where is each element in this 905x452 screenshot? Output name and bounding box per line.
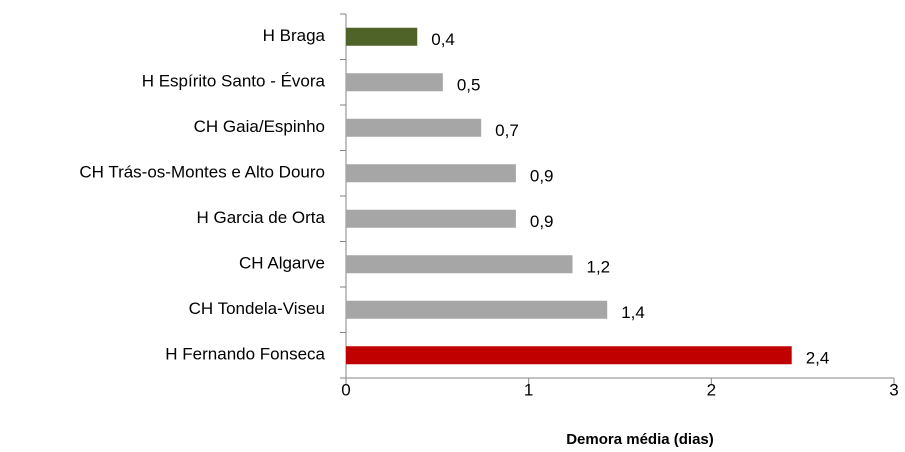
value-label: 0,9 — [530, 212, 554, 231]
x-axis-label: Demora média (dias) — [566, 431, 714, 448]
value-label: 0,9 — [530, 167, 554, 186]
value-label: 1,4 — [621, 303, 645, 322]
y-tick-label: H Fernando Fonseca — [165, 345, 325, 364]
value-label: 2,4 — [806, 349, 830, 368]
bar — [346, 118, 482, 137]
bar — [346, 73, 443, 92]
bar — [346, 164, 516, 183]
y-tick-label: H Braga — [263, 26, 326, 45]
y-tick-label: CH Trás-os-Montes e Alto Douro — [79, 163, 325, 182]
x-tick-label: 2 — [707, 380, 716, 399]
y-tick-label: CH Tondela-Viseu — [189, 299, 325, 318]
bar — [346, 255, 573, 274]
bar — [346, 27, 418, 46]
bar — [346, 300, 608, 319]
value-label: 0,4 — [431, 30, 455, 49]
y-tick-label: H Espírito Santo - Évora — [142, 72, 326, 91]
value-label: 0,7 — [495, 121, 519, 140]
value-label: 1,2 — [587, 258, 611, 277]
x-tick-label: 3 — [889, 380, 898, 399]
bar — [346, 209, 516, 228]
bar — [346, 346, 792, 365]
x-tick-label: 0 — [341, 380, 350, 399]
y-tick-label: CH Algarve — [239, 254, 325, 273]
x-tick-label: 1 — [524, 380, 533, 399]
y-tick-label: CH Gaia/Espinho — [194, 117, 325, 136]
y-tick-label: H Garcia de Orta — [197, 208, 326, 227]
value-label: 0,5 — [457, 76, 481, 95]
